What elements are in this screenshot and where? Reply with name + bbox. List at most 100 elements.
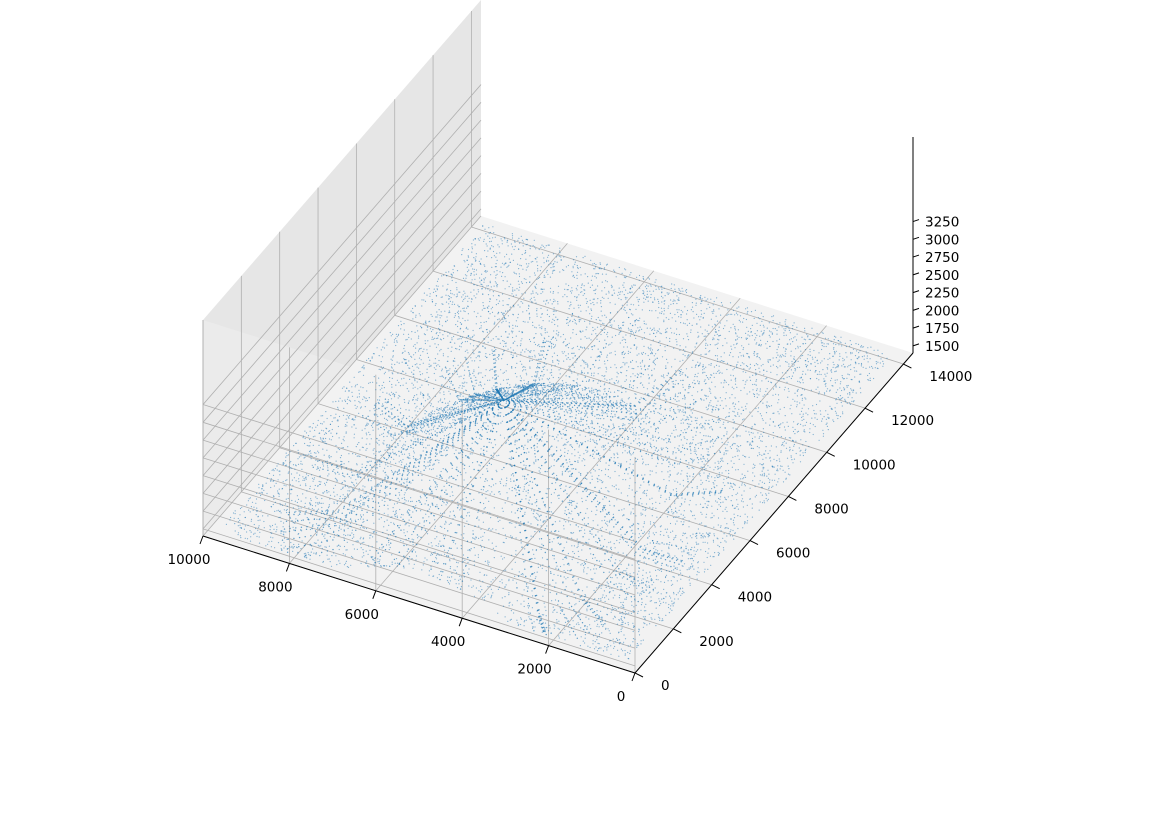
data-point	[865, 367, 867, 369]
data-point	[541, 425, 543, 427]
data-point	[416, 430, 418, 432]
data-point	[511, 504, 513, 506]
data-point	[594, 557, 596, 559]
data-point	[407, 352, 410, 354]
data-point	[396, 341, 398, 343]
data-point	[452, 494, 454, 497]
data-point	[729, 531, 731, 533]
data-point	[564, 443, 566, 445]
data-point	[599, 400, 601, 402]
data-point	[467, 352, 469, 354]
data-point	[569, 398, 571, 400]
data-point	[716, 438, 718, 440]
data-point	[708, 404, 710, 406]
data-point	[533, 621, 535, 623]
data-point	[645, 464, 647, 466]
data-point	[690, 450, 692, 452]
data-point	[371, 546, 373, 548]
data-point	[777, 394, 780, 396]
data-point	[670, 406, 673, 409]
data-point	[748, 368, 750, 370]
data-point	[784, 429, 786, 431]
data-point	[618, 655, 620, 657]
data-point	[409, 457, 411, 459]
data-point	[378, 377, 380, 379]
data-point	[688, 504, 690, 506]
data-point	[324, 491, 326, 493]
data-point	[796, 406, 798, 408]
data-point	[484, 250, 486, 252]
data-point	[276, 510, 278, 512]
data-point	[669, 397, 672, 399]
data-point	[389, 448, 391, 450]
data-point	[649, 333, 651, 335]
data-point	[486, 468, 488, 470]
data-point	[813, 413, 816, 415]
data-point	[526, 448, 529, 450]
data-point	[449, 559, 451, 561]
data-point	[464, 369, 466, 371]
data-point	[716, 333, 718, 335]
data-point	[403, 399, 405, 401]
data-point	[305, 477, 307, 479]
data-point	[569, 631, 571, 633]
data-point	[586, 326, 588, 328]
data-point	[680, 572, 682, 574]
data-point	[623, 641, 625, 643]
data-point	[705, 532, 708, 534]
data-point	[568, 393, 570, 395]
data-point	[792, 449, 794, 451]
data-point	[388, 549, 390, 551]
data-point	[565, 375, 567, 377]
data-point	[533, 516, 535, 518]
data-point	[771, 332, 774, 334]
data-point	[537, 385, 539, 387]
data-point	[605, 584, 607, 586]
data-point	[425, 433, 427, 435]
data-point	[428, 444, 430, 446]
data-point	[575, 323, 578, 325]
data-point	[525, 478, 528, 480]
data-point	[354, 416, 356, 418]
data-point	[816, 377, 818, 380]
data-point	[487, 393, 489, 395]
data-point	[691, 420, 693, 422]
data-point	[335, 413, 337, 415]
data-point	[730, 365, 732, 367]
data-point	[349, 381, 351, 383]
data-point	[470, 281, 472, 283]
data-point	[598, 267, 600, 269]
data-point	[674, 447, 676, 449]
data-point	[546, 259, 548, 261]
data-point	[384, 401, 386, 403]
data-point	[537, 365, 539, 367]
data-point	[805, 373, 807, 375]
data-point	[651, 503, 654, 505]
data-point	[745, 318, 748, 321]
data-point	[741, 494, 743, 496]
data-point	[430, 313, 432, 316]
data-point	[761, 481, 764, 483]
data-point	[442, 334, 444, 336]
data-point	[502, 372, 504, 374]
data-point	[790, 404, 792, 406]
data-point	[682, 384, 684, 386]
data-point	[562, 428, 564, 430]
data-point	[318, 452, 320, 454]
data-point	[765, 493, 767, 495]
data-point	[706, 458, 709, 460]
data-point	[376, 382, 378, 384]
data-point	[350, 486, 352, 488]
data-point	[303, 553, 305, 555]
data-point	[647, 277, 649, 279]
data-point	[515, 294, 517, 296]
data-point	[699, 432, 701, 434]
data-point	[489, 290, 491, 292]
data-point	[313, 552, 315, 554]
data-point	[598, 643, 600, 645]
data-point	[546, 518, 548, 521]
data-point	[567, 402, 570, 404]
data-point	[610, 531, 613, 533]
data-point	[436, 427, 438, 430]
data-point	[497, 313, 499, 315]
